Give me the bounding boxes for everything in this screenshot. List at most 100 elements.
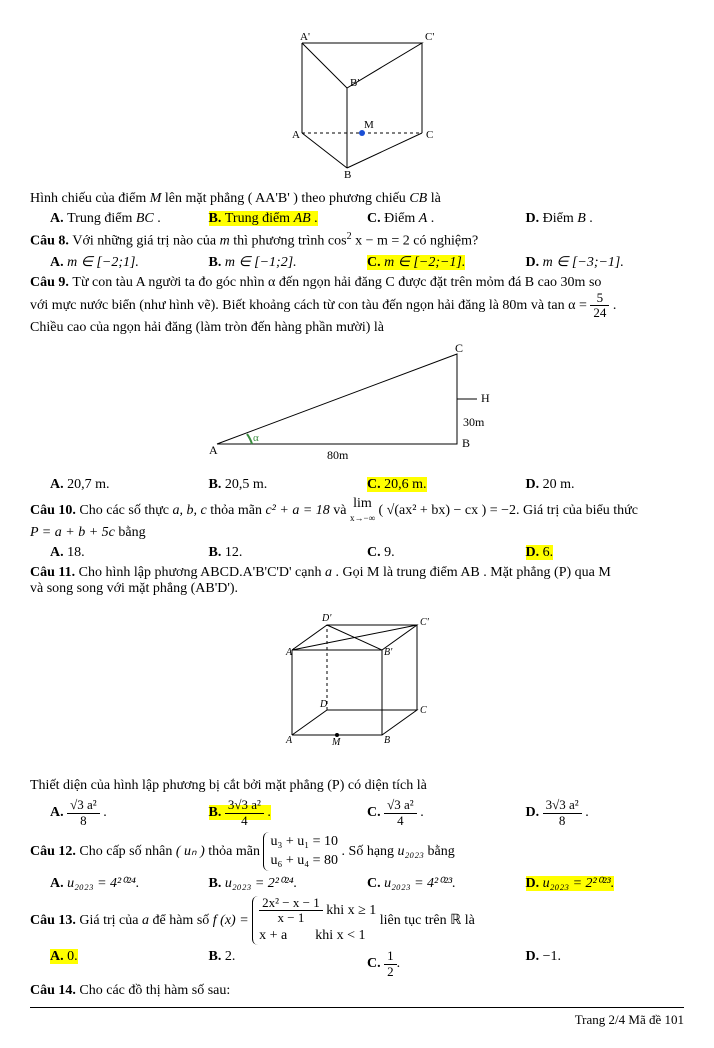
q8-exp: 2: [347, 231, 352, 242]
q13-C: C.: [367, 956, 384, 971]
lbl-B: B: [462, 436, 470, 450]
q13-Cf: 12: [384, 949, 397, 979]
q8-optB: B. m ∈ [−1;2].: [209, 254, 368, 271]
q11-l1: Câu 11. Cho hình lập phương ABCD.A'B'C'D…: [30, 565, 684, 581]
q10-Av: 18.: [67, 545, 85, 560]
q8-text: Với những giá trị nào của: [72, 234, 219, 249]
q11-A: A.: [50, 805, 67, 820]
q9-frac-den: 24: [590, 306, 609, 320]
q7-A-txt: Trung điểm: [67, 211, 136, 226]
q10-lim-sub: x→−∞: [350, 513, 375, 523]
q13-a: a: [142, 913, 149, 928]
q10-l2: P = a + b + 5c bằng: [30, 525, 684, 541]
q10-t1: Cho các số thực: [79, 503, 172, 518]
q8-tail: x − m = 2 có nghiệm?: [355, 234, 478, 249]
lbl-A2: A: [209, 443, 218, 457]
q13-optB: B. 2.: [209, 949, 368, 979]
q13-optA: A. 0.: [50, 949, 209, 979]
q13-Cn: 1: [384, 949, 397, 964]
q11-D: D.: [526, 805, 543, 820]
q8-Dv: m ∈ [−3;−1].: [543, 255, 624, 270]
q12-options: A. u₂₀₂₃ = 4²⁰²⁴. B. u₂₀₂₃ = 2²⁰²⁴. C. u…: [50, 875, 684, 892]
page-footer: Trang 2/4 Mã đề 101: [30, 1012, 684, 1028]
q13-options: A. 0. B. 2. C. 12. D. −1.: [50, 949, 684, 979]
q12-un: ( uₙ ): [176, 844, 205, 859]
q7-mid: lên mặt phẳng: [165, 191, 248, 206]
q11-pre: Câu 11.: [30, 565, 79, 580]
q10-options: A. 18. B. 12. C. 9. D. 6.: [50, 545, 684, 561]
figure-lighthouse: C H B A 30m 80m α: [30, 344, 684, 469]
q9-l1: Câu 9. Từ con tàu A người ta đo góc nhìn…: [30, 275, 684, 291]
q12-Dv: u₂₀₂₃ = 2²⁰²³.: [543, 876, 615, 891]
q9-optC: C. 20,6 m.: [367, 477, 526, 493]
q12-u2023: u₂₀₂₃: [398, 844, 424, 859]
q7-B-pre: B.: [209, 211, 225, 226]
q7-optB: B. Trung điểm AB .: [209, 211, 368, 227]
q9-Cv: 20,6 m.: [384, 477, 426, 492]
q8-optD: D. m ∈ [−3;−1].: [526, 254, 685, 271]
q7-D-txt: Điểm: [543, 211, 578, 226]
q10-t2: thỏa mãn: [210, 503, 265, 518]
q12-stem: Câu 12. Cho cấp số nhân ( uₙ ) thỏa mãn …: [30, 832, 684, 871]
lbl-M: M: [364, 119, 374, 131]
q13-stem: Câu 13. Giá trị của a để hàm số f (x) = …: [30, 896, 684, 945]
q9-frac-num: 5: [590, 291, 609, 306]
figure-cube: A' B' C' D' A B C D M: [30, 605, 684, 770]
q10-C: C.: [367, 545, 384, 560]
q13-D: D.: [526, 949, 543, 964]
q11-Cf: √3 a²4: [384, 798, 417, 828]
q11-optC: C. √3 a²4 .: [367, 798, 526, 828]
q13-p1c: khi x ≥ 1: [326, 903, 376, 918]
q12-B: B.: [209, 876, 225, 891]
q7-C-pre: C.: [367, 211, 384, 226]
q13-p1n: 2x² − x − 1: [259, 896, 323, 911]
q10-A: A.: [50, 545, 67, 560]
q8-B: B.: [209, 255, 225, 270]
q10-optB: B. 12.: [209, 545, 368, 561]
lbl-B: B: [344, 169, 351, 178]
q8-Av: m ∈ [−2;1].: [67, 255, 139, 270]
q7-optC: C. Điểm A .: [367, 211, 526, 227]
cube-D: D: [319, 699, 328, 710]
q13-pre: Câu 13.: [30, 913, 79, 928]
q10-l1: Câu 10. Cho các số thực a, b, c thỏa mãn…: [30, 497, 684, 525]
q11-Cn: √3 a²: [384, 798, 417, 813]
q13-optC: C. 12.: [367, 949, 526, 979]
q13-optD: D. −1.: [526, 949, 685, 979]
q9-pre: Câu 9.: [30, 275, 72, 290]
q11-B: B.: [209, 805, 225, 820]
q12-t1: Cho cấp số nhân: [79, 844, 175, 859]
q14-stem: Câu 14. Cho các đồ thị hàm số sau:: [30, 983, 684, 999]
q12-sys2: u₆ + u₄ = 80: [270, 851, 338, 871]
q8-Cv: m ∈ [−2;−1].: [384, 255, 465, 270]
q13-A: A.: [50, 949, 67, 964]
q11-Dn: 3√3 a²: [543, 798, 582, 813]
q10-bang: bằng: [118, 525, 145, 540]
q14-pre: Câu 14.: [30, 983, 79, 998]
q13-piecewise: 2x² − x − 1x − 1 khi x ≥ 1 x + a khi x <…: [252, 896, 376, 945]
q13-Av: 0.: [67, 949, 78, 964]
q13-t1: Giá trị của: [79, 913, 142, 928]
q9-D: D.: [526, 477, 543, 492]
q9-Av: 20,7 m.: [67, 477, 109, 492]
q7-CB: CB: [409, 191, 427, 206]
q9-C: C.: [367, 477, 384, 492]
q10-pre: Câu 10.: [30, 503, 79, 518]
q7-options: A. Trung điểm BC . B. Trung điểm AB . C.…: [50, 211, 684, 227]
q12-Bv: u₂₀₂₃ = 2²⁰²⁴.: [225, 876, 297, 891]
q10-t3: và: [333, 503, 350, 518]
q10-t4: Giá trị của biểu thức: [523, 503, 638, 518]
lbl-H: H: [481, 391, 490, 405]
q11-Df: 3√3 a²8: [543, 798, 582, 828]
q8-mid: thì phương trình cos: [233, 234, 346, 249]
q11-options: A. √3 a²8 . B. 3√3 a²4 . C. √3 a²4 . D. …: [50, 798, 684, 828]
prism-svg: A' C' B' A C B M: [272, 28, 442, 178]
q8-D: D.: [526, 255, 543, 270]
lbl-A: A: [292, 129, 300, 141]
q8-options: A. m ∈ [−2;1]. B. m ∈ [−1;2]. C. m ∈ [−2…: [50, 254, 684, 271]
q9-l2a: với mực nước biển (như hình vẽ). Biết kh…: [30, 298, 590, 313]
q7-D-dot: .: [586, 211, 593, 226]
cube-M: M: [331, 737, 341, 748]
q13-row1: 2x² − x − 1x − 1 khi x ≥ 1: [259, 896, 376, 926]
q9-l2: với mực nước biển (như hình vẽ). Biết kh…: [30, 291, 684, 321]
